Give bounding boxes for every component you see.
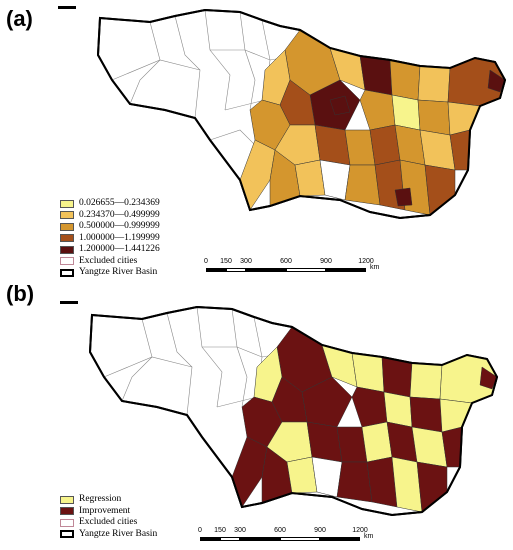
city-region-b (383, 391, 413, 428)
legend-item: 0.026655—0.234369 (60, 198, 160, 209)
legend-item: 0.234370—0.499999 (60, 210, 160, 221)
city-region-b (409, 362, 443, 400)
legend-swatch (60, 507, 74, 515)
scale-tick: 900 (314, 527, 326, 534)
map-b (88, 305, 499, 517)
legend-item: Excluded cities (60, 517, 157, 528)
legend-item: 0.500000—0.999999 (60, 221, 160, 232)
legend-label: Regression (79, 494, 122, 504)
scale-tick: 600 (274, 527, 286, 534)
legend-swatch (60, 222, 74, 231)
scale-tick: 0 (204, 258, 208, 265)
scale-tick: 150 (220, 258, 232, 265)
legend-swatch (60, 211, 74, 219)
scale-tick: 600 (280, 258, 292, 265)
city-region-a (314, 124, 351, 166)
legend-item: Improvement (60, 506, 157, 517)
legend-label: 1.000000—1.199999 (79, 232, 160, 243)
map-panel-b: (b) (0, 275, 513, 550)
legend-label: Excluded cities (79, 255, 138, 266)
scale-tick: 900 (320, 258, 332, 265)
scale-tick: 300 (240, 258, 252, 265)
city-region-b (411, 426, 448, 468)
legend-swatch (60, 518, 74, 527)
panel-label-a: (a) (6, 6, 33, 31)
scale-tick: 1200 (358, 258, 374, 265)
city-region-a (394, 187, 413, 207)
city-region-b (306, 421, 343, 463)
map-panel-a: (a) (6, 6, 507, 278)
legend-swatch (60, 199, 74, 208)
legend-item: Yangtze River Basin (60, 529, 157, 540)
legend-label: Yangtze River Basin (79, 528, 158, 539)
north-marker-a (58, 6, 76, 9)
legend-b: Regression Improvement Excluded cities Y… (60, 494, 157, 540)
scale-tick: 300 (234, 527, 246, 534)
legend-item: Regression (60, 494, 157, 505)
scale-tick: 150 (214, 527, 226, 534)
legend-swatch (60, 530, 74, 538)
legend-item: 1.000000—1.199999 (60, 233, 160, 244)
colored-cities-b (231, 326, 498, 513)
legend-label: 0.500000—0.999999 (79, 221, 160, 231)
legend-label: 0.234370—0.499999 (79, 209, 160, 220)
city-region-b (479, 366, 498, 390)
legend-label: Yangtze River Basin (79, 267, 158, 277)
scale-unit: km (370, 264, 380, 271)
colored-cities-a (239, 29, 506, 216)
city-region-a (344, 164, 381, 206)
city-region-a (417, 65, 451, 103)
scale-tick: 0 (198, 527, 202, 534)
city-region-b (409, 396, 443, 433)
city-region-a (419, 129, 456, 171)
legend-label: 0.026655—0.234369 (79, 198, 160, 208)
city-region-a (359, 55, 393, 96)
legend-swatch (60, 245, 74, 254)
city-region-a (329, 95, 351, 116)
city-region-a (294, 159, 326, 197)
scale-unit: km (364, 533, 374, 540)
north-marker-b (60, 301, 78, 304)
city-region-b (361, 421, 393, 463)
legend-swatch (60, 257, 74, 265)
city-region-a (391, 94, 421, 131)
scale-bar-a: 0 150 300 600 900 1200 km (204, 258, 379, 278)
city-region-b (351, 352, 385, 393)
city-region-a (369, 124, 401, 166)
legend-item: Excluded cities (60, 256, 160, 267)
legend-swatch (60, 234, 74, 242)
legend-swatch (60, 495, 74, 504)
legend-label: Improvement (79, 505, 131, 516)
city-region-a (487, 69, 506, 93)
map-a (96, 8, 507, 220)
scale-bar-b: 0 150 300 600 900 1200 km (198, 527, 373, 547)
legend-item: 1.200000—1.441226 (60, 244, 160, 255)
legend-label: 1.200000—1.441226 (79, 244, 160, 254)
legend-a: 0.026655—0.234369 0.234370—0.499999 0.50… (60, 198, 160, 279)
scale-tick: 1200 (352, 527, 368, 534)
legend-label: Excluded cities (79, 517, 138, 527)
legend-swatch (60, 268, 74, 277)
city-region-b (336, 461, 373, 503)
city-region-a (417, 99, 451, 136)
city-region-b (286, 456, 318, 494)
panel-label-b: (b) (6, 281, 35, 306)
legend-item: Yangtze River Basin (60, 267, 160, 278)
